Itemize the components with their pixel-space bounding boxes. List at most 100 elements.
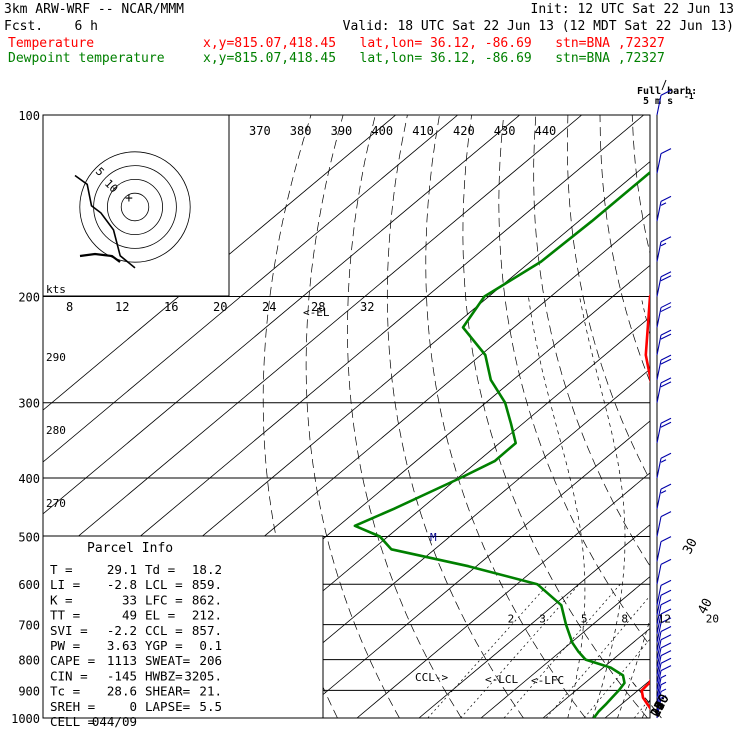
wind-barb-flag bbox=[660, 333, 672, 340]
wind-barb bbox=[656, 608, 672, 634]
wind-barb-flag bbox=[660, 417, 672, 424]
pressure-label: 100 bbox=[18, 109, 40, 123]
hodograph-trace bbox=[74, 174, 136, 269]
sounding-series bbox=[353, 170, 662, 719]
wind-legend-title: Full barb: bbox=[637, 86, 697, 97]
wind-barb bbox=[656, 665, 672, 691]
plot-border bbox=[42, 114, 651, 719]
isotherm-label: 40 bbox=[695, 596, 716, 617]
wind-barb-half bbox=[660, 688, 667, 693]
el-marker: <-EL bbox=[303, 306, 330, 319]
wind-barb-staff bbox=[656, 335, 662, 356]
mixing-ratio-label: 8 bbox=[621, 613, 628, 626]
wind-barb-flag bbox=[660, 381, 672, 388]
wind-barb bbox=[656, 236, 672, 262]
wind-barb bbox=[656, 302, 672, 328]
temperature-line bbox=[640, 294, 650, 711]
parcel-info-key: LCL = bbox=[145, 577, 183, 592]
wind-barb-flag bbox=[660, 377, 672, 384]
hodograph-units: kts bbox=[46, 283, 66, 296]
wind-barb-staff bbox=[656, 622, 662, 643]
isotherm-label: 10 bbox=[648, 699, 669, 720]
parcel-info-key: SVI = bbox=[50, 623, 88, 638]
background-clip-group bbox=[43, 115, 740, 719]
speed-label: 8 bbox=[66, 300, 73, 314]
parcel-info-key: SHEAR= bbox=[145, 684, 190, 699]
parcel-info-value: 18.2 bbox=[192, 562, 222, 577]
wind-barb-half bbox=[660, 674, 667, 679]
wind-barb-staff bbox=[656, 307, 662, 328]
height-label: 270 bbox=[46, 497, 66, 510]
moist-adiabat bbox=[667, 297, 740, 719]
wind-barb bbox=[656, 674, 667, 698]
dry-adiabat bbox=[305, 115, 400, 718]
hodograph-ring bbox=[120, 192, 150, 222]
hodograph-box bbox=[42, 114, 230, 297]
wind-barb bbox=[656, 483, 672, 509]
parcel-info-value: 0 bbox=[129, 699, 137, 714]
wind-barb bbox=[656, 558, 672, 585]
parcel-info-key: TT = bbox=[50, 608, 80, 623]
wind-barb bbox=[656, 511, 672, 537]
wind-barb-staff bbox=[656, 541, 662, 562]
pressure-label: 200 bbox=[18, 291, 40, 305]
wind-barb-staff bbox=[656, 585, 662, 606]
wind-barb-staff bbox=[656, 604, 662, 625]
wind-barb bbox=[656, 579, 672, 606]
wind-barb-staff bbox=[656, 595, 662, 616]
parcel-info-box: Parcel Info T = 29.1 Td = 18.2 LI = -2.8 LCL = 8… bbox=[42, 535, 324, 729]
isotherm-line bbox=[356, 472, 650, 718]
isotherm-line bbox=[729, 115, 740, 718]
wind-barb-half bbox=[660, 202, 667, 206]
parcel-info-key: LFC = bbox=[145, 592, 183, 607]
isotherm-label: 20 bbox=[648, 699, 669, 720]
height-label: 280 bbox=[46, 424, 66, 437]
parcel-info-value: -2.8 bbox=[107, 577, 137, 592]
wind-barb-staff bbox=[656, 670, 662, 691]
pressure-label: 300 bbox=[18, 397, 40, 411]
lcl-marker: <-LCL bbox=[485, 673, 518, 686]
wind-legend-barb bbox=[661, 79, 667, 91]
wind-barb bbox=[656, 89, 672, 116]
wind-barb-flag bbox=[660, 657, 672, 664]
pressure-label: 400 bbox=[18, 472, 40, 486]
wind-barb bbox=[656, 354, 672, 381]
parcel-info-key: LAPSE= bbox=[145, 699, 190, 714]
wind-barb-flag bbox=[660, 195, 672, 202]
wind-barb-flag bbox=[660, 642, 672, 649]
isotherm-line bbox=[604, 679, 650, 718]
dry-adiabat bbox=[462, 115, 648, 718]
speed-label: 12 bbox=[115, 300, 129, 314]
parcel-info-value: 857. bbox=[192, 623, 222, 638]
isotherm-label: 30 bbox=[680, 536, 701, 557]
wind-barb-half bbox=[660, 681, 667, 686]
mixing-ratio-label: 20 bbox=[706, 613, 719, 626]
parcel-info-key: CAPE = bbox=[50, 653, 95, 668]
parcel-info-value: 044/09 bbox=[92, 714, 137, 729]
hodograph-ring bbox=[79, 151, 191, 263]
wind-barb-staff bbox=[656, 613, 662, 634]
wind-barb-column: Full barb:5 m s -1 bbox=[637, 79, 697, 719]
ccl-marker: CCL-> bbox=[415, 671, 448, 684]
wind-barb bbox=[656, 536, 672, 562]
theta-label: 400 bbox=[371, 124, 393, 138]
wind-barb-staff bbox=[656, 663, 662, 684]
valid-time: Valid: 18 UTC Sat 22 Jun 13 (12 MDT Sat … bbox=[342, 19, 734, 34]
height-label: 290 bbox=[46, 351, 66, 364]
wind-barb bbox=[656, 642, 672, 668]
parcel-info-value: -145 bbox=[107, 668, 137, 683]
wind-barb-flag bbox=[660, 589, 672, 596]
wind-barb bbox=[656, 377, 672, 403]
wind-barb bbox=[656, 271, 672, 297]
wind-barb bbox=[656, 599, 672, 625]
dry-adiabat bbox=[533, 115, 650, 567]
wind-barb bbox=[656, 617, 672, 643]
mixing-ratio-label: 2 bbox=[508, 613, 515, 626]
wind-barb bbox=[656, 657, 672, 684]
legend-dewpoint-location: x,y=815.07,418.45 lat,lon= 36.12, -86.69… bbox=[203, 51, 665, 66]
model-title: 3km ARW-WRF -- NCAR/MMM bbox=[4, 2, 185, 17]
wind-barb-flag bbox=[660, 89, 672, 96]
dry-adiabat bbox=[696, 115, 740, 718]
legend-dewpoint-label: Dewpoint temperature bbox=[8, 51, 165, 66]
wind-barb bbox=[656, 148, 672, 174]
